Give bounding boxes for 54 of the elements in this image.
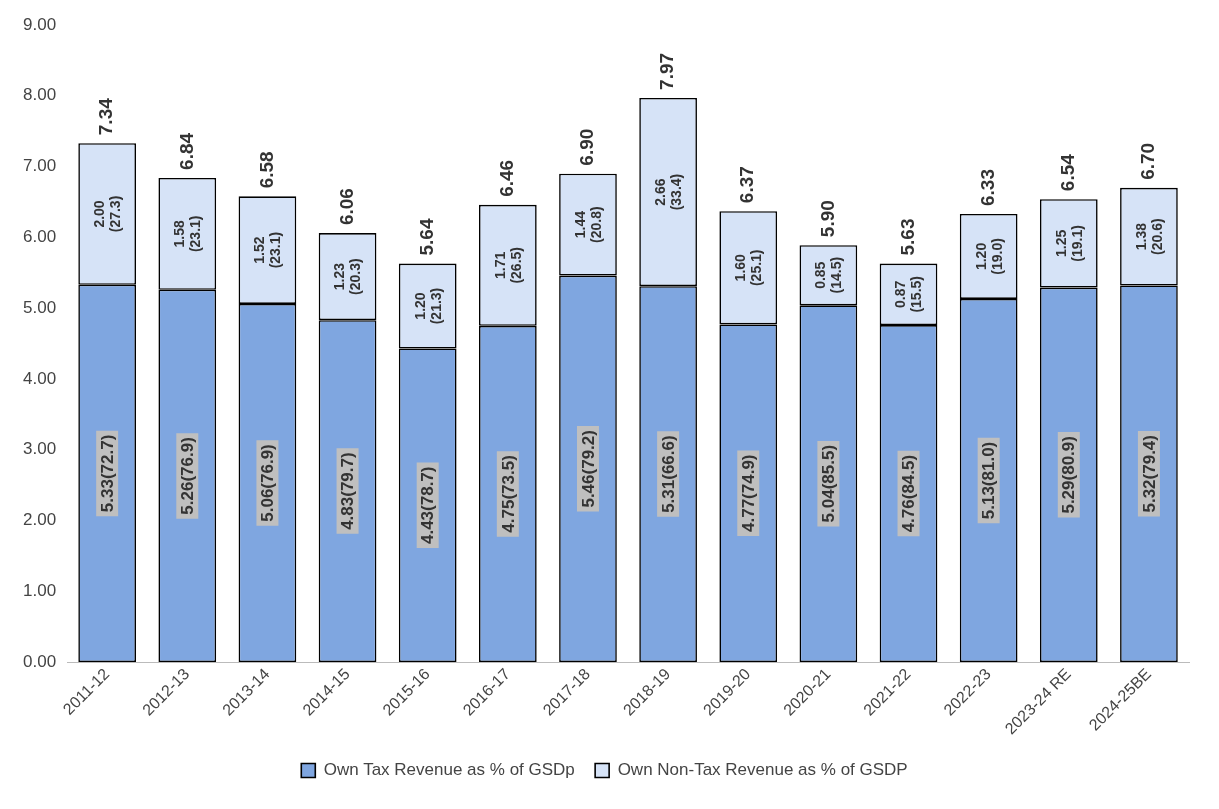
data-label: 5.46(79.2) bbox=[578, 430, 598, 508]
data-label: 4.43(78.7) bbox=[418, 466, 438, 545]
data-label: 4.76(84.5) bbox=[899, 454, 919, 533]
data-label: 1.44 (20.8) bbox=[571, 206, 604, 243]
y-tick-label: 3.00 bbox=[22, 439, 57, 459]
total-label: 6.37 bbox=[736, 166, 758, 204]
data-label: 1.23 (20.3) bbox=[331, 258, 364, 295]
data-label: 4.83(79.7) bbox=[338, 452, 358, 530]
total-label: 7.97 bbox=[656, 52, 678, 90]
total-label: 6.90 bbox=[576, 128, 598, 166]
data-label: 2.66 (33.4) bbox=[651, 173, 684, 211]
total-label: 6.58 bbox=[255, 151, 277, 189]
data-label: 1.52 (23.1) bbox=[251, 231, 284, 269]
total-label: 5.64 bbox=[415, 218, 437, 256]
y-tick-label: 4.00 bbox=[22, 368, 57, 388]
total-label: 6.46 bbox=[496, 159, 518, 197]
y-tick-label: 1.00 bbox=[22, 580, 57, 600]
total-label: 6.06 bbox=[335, 188, 357, 226]
data-label: 5.33(72.7) bbox=[97, 434, 117, 513]
data-label: 5.29(80.9) bbox=[1059, 436, 1079, 514]
data-label: 2.00 (27.3) bbox=[91, 195, 124, 233]
y-tick-label: 6.00 bbox=[22, 227, 57, 247]
y-tick-label: 5.00 bbox=[22, 297, 57, 317]
data-label: 4.75(73.5) bbox=[498, 455, 518, 533]
data-label: 1.71 (26.5) bbox=[491, 247, 524, 284]
data-label: 1.20 (19.0) bbox=[972, 238, 1005, 275]
data-label: 0.85 (14.5) bbox=[812, 256, 845, 294]
data-label: 1.60 (25.1) bbox=[732, 249, 765, 287]
data-label: 5.32(79.4) bbox=[1139, 435, 1159, 513]
total-label: 6.84 bbox=[175, 132, 197, 170]
data-label: 1.38 (20.6) bbox=[1132, 218, 1165, 255]
data-label: 5.31(66.6) bbox=[658, 435, 678, 513]
total-label: 5.90 bbox=[816, 200, 838, 238]
data-label: 5.04(85.5) bbox=[819, 444, 839, 523]
y-tick-label: 9.00 bbox=[22, 14, 57, 34]
data-label: 4.77(74.9) bbox=[738, 454, 758, 532]
data-label: 1.58 (23.1) bbox=[171, 215, 204, 253]
y-tick-label: 0.00 bbox=[22, 651, 57, 671]
total-label: 5.63 bbox=[896, 218, 918, 256]
data-label: 5.06(76.9) bbox=[258, 444, 278, 522]
total-label: 7.34 bbox=[95, 97, 117, 136]
legend-label: Own Tax Revenue as % of GSDp bbox=[323, 760, 575, 780]
y-tick-label: 2.00 bbox=[22, 510, 57, 530]
legend-label: Own Non-Tax Revenue as % of GSDP bbox=[617, 760, 908, 780]
total-label: 6.54 bbox=[1057, 153, 1079, 192]
data-label: 5.26(76.9) bbox=[177, 437, 197, 515]
data-label: 1.25 (19.1) bbox=[1052, 225, 1085, 262]
data-label: 5.13(81.0) bbox=[979, 441, 999, 520]
total-label: 6.70 bbox=[1137, 142, 1159, 180]
data-label: 0.87 (15.5) bbox=[892, 276, 925, 313]
y-tick-label: 8.00 bbox=[22, 85, 57, 105]
total-label: 6.33 bbox=[976, 169, 998, 206]
y-tick-label: 7.00 bbox=[22, 156, 57, 176]
data-label: 1.20 (21.3) bbox=[411, 287, 444, 325]
